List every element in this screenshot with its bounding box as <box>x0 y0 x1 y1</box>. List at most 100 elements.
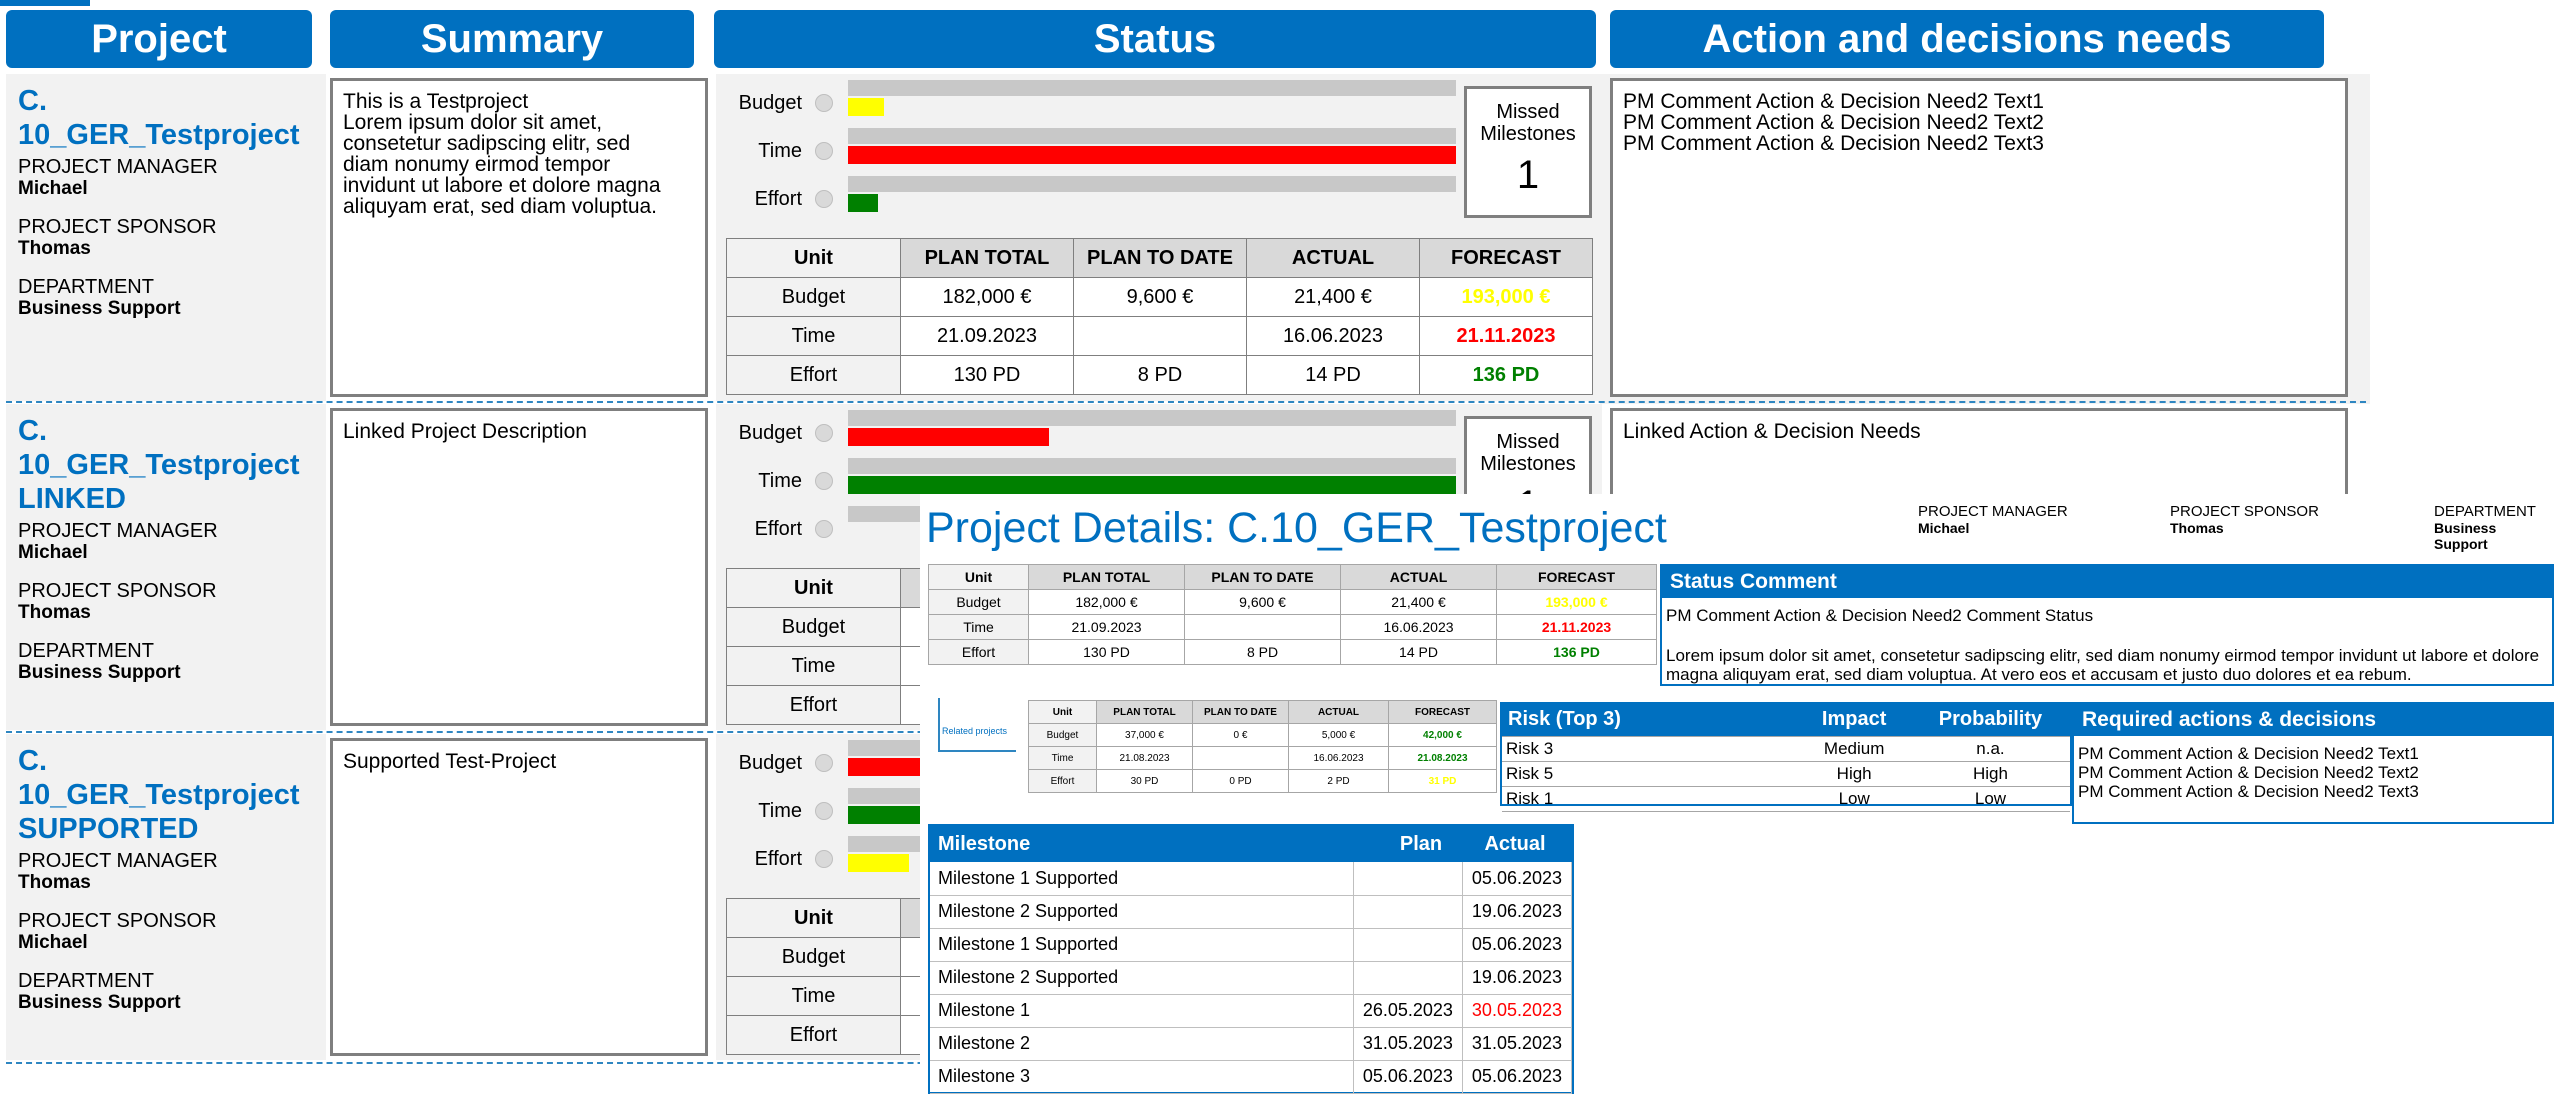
status-table-cell: Effort <box>726 685 901 725</box>
details-table-cell: 136 PD <box>1496 639 1657 665</box>
project-sponsor-label: PROJECT SPONSOR <box>18 910 217 932</box>
summary-text: Linked Project Description <box>343 420 587 443</box>
bar-label-budget: Budget <box>738 752 802 774</box>
project-name[interactable]: C. 10_GER_Testproject SUPPORTED <box>18 745 300 845</box>
col-header: PLAN TOTAL <box>900 238 1074 278</box>
milestone-row: Milestone 1 Supported 05.06.2023 <box>930 928 1573 962</box>
col-header: Unit <box>928 564 1029 590</box>
details-table-cell: 2 PD <box>1288 769 1389 793</box>
bar-label-time: Time <box>758 140 802 162</box>
risk-table: Risk (Top 3) Impact Probability Risk 3 Mediu… <box>1502 704 2070 812</box>
project-sponsor-value: Thomas <box>18 602 91 623</box>
summary-box: This is a Testproject Lorem ipsum dolor … <box>330 78 708 397</box>
required-action-item: PM Comment Action & Decision Need2 Text1 <box>2078 744 2419 763</box>
bar-label-time: Time <box>758 470 802 492</box>
status-comment-panel: Status Comment PM Comment Action & Decis… <box>1660 564 2554 686</box>
milestone-cell <box>1353 961 1463 995</box>
status-table-cell: Time <box>726 646 901 686</box>
details-table-cell <box>1184 614 1341 640</box>
details-sponsor-value: Thomas <box>2170 520 2224 536</box>
details-status-table: Unit PLAN TOTAL PLAN TO DATE ACTUAL FORECAST… <box>928 564 1657 665</box>
risk-panel: Risk (Top 3) Impact Probability Risk 3 Mediu… <box>1500 702 2072 812</box>
status-table-cell: 21,400 € <box>1246 277 1420 317</box>
project-manager-label: PROJECT MANAGER <box>18 156 218 178</box>
missed-milestones-label: Missed Milestones <box>1480 101 1576 145</box>
required-actions-title: Required actions & decisions <box>2074 704 2552 736</box>
col-header: PLAN TO DATE <box>1184 564 1341 590</box>
details-table-cell: Time <box>1028 746 1097 770</box>
row-divider <box>6 401 2366 403</box>
status-table-row: Effort 130 PD 8 PD 14 PD 136 PD <box>726 355 1593 395</box>
status-table-cell: 130 PD <box>900 355 1074 395</box>
details-table-cell <box>1192 746 1289 770</box>
status-comment-line1: PM Comment Action & Decision Need2 Comme… <box>1666 606 2094 625</box>
details-table-row: Time 21.09.2023 16.06.2023 21.11.2023 <box>928 614 1657 640</box>
bar-label-effort: Effort <box>754 848 802 870</box>
risk-cell: n.a. <box>1910 736 2070 762</box>
milestone-cell: 19.06.2023 <box>1462 895 1573 929</box>
header-project: Project <box>6 10 312 68</box>
details-table-cell: 21.11.2023 <box>1496 614 1657 640</box>
status-table-cell: Budget <box>726 277 901 317</box>
details-table-cell: Budget <box>1028 723 1097 747</box>
bar-fill-budget <box>848 428 1049 446</box>
bar-label-effort: Effort <box>754 518 802 540</box>
status-table-cell: 193,000 € <box>1419 277 1593 317</box>
milestone-row: Milestone 1 Supported 05.06.2023 <box>930 862 1573 896</box>
title-bar-peek <box>0 0 90 6</box>
risk-col-header: Probability <box>1910 704 2070 737</box>
summary-box: Linked Project Description <box>330 408 708 726</box>
project-sponsor-label: PROJECT SPONSOR <box>18 216 217 238</box>
bar-track <box>848 80 1456 96</box>
details-table-cell: 21.08.2023 <box>1096 746 1193 770</box>
project-sponsor-value: Michael <box>18 932 88 953</box>
project-manager-label: PROJECT MANAGER <box>18 520 218 542</box>
risk-col-header: Risk (Top 3) <box>1502 704 1798 737</box>
project-name[interactable]: C. 10_GER_Testproject LINKED <box>18 415 300 515</box>
actions-box: PM Comment Action & Decision Need2 Text1… <box>1610 78 2348 397</box>
risk-header-row: Risk (Top 3) Impact Probability <box>1502 704 2070 737</box>
milestone-cell: 31.05.2023 <box>1462 1027 1573 1061</box>
details-table-cell: 193,000 € <box>1496 589 1657 615</box>
milestone-cell: Milestone 1 <box>930 994 1354 1028</box>
details-table-cell: 130 PD <box>1028 639 1185 665</box>
details-table-row: Effort 30 PD 0 PD 2 PD 31 PD <box>1028 769 1497 793</box>
milestone-cell: 05.06.2023 <box>1462 928 1573 962</box>
milestone-cell: 05.06.2023 <box>1353 1060 1463 1094</box>
milestone-cell: 05.06.2023 <box>1462 1060 1573 1094</box>
details-table-cell: 30 PD <box>1096 769 1193 793</box>
col-header: PLAN TO DATE <box>1073 238 1247 278</box>
details-table-cell: Time <box>928 614 1029 640</box>
required-action-item: PM Comment Action & Decision Need2 Text2 <box>2078 763 2419 782</box>
risk-cell: Risk 3 <box>1502 736 1798 762</box>
project-name[interactable]: C. 10_GER_Testproject <box>18 85 300 151</box>
milestone-cell: Milestone 1 Supported <box>930 862 1354 896</box>
related-connector <box>938 750 1016 752</box>
details-table-cell: 9,600 € <box>1184 589 1341 615</box>
status-table-cell: 9,600 € <box>1073 277 1247 317</box>
bar-label-effort: Effort <box>754 188 802 210</box>
bar-fill-time <box>848 476 1456 494</box>
required-actions-panel: Required actions & decisions PM Comment … <box>2072 702 2554 824</box>
status-table-cell: Budget <box>726 937 901 977</box>
summary-text: Supported Test-Project <box>343 750 557 773</box>
details-table-cell: Effort <box>1028 769 1097 793</box>
status-dot-icon <box>815 850 833 868</box>
col-header: PLAN TO DATE <box>1192 700 1289 724</box>
project-details-popup: Project Details: C.10_GER_Testproject PR… <box>920 494 2560 1106</box>
details-table-row: Budget 182,000 €9,600 €21,400 €193,000 € <box>928 589 1657 615</box>
col-header: PLAN TOTAL <box>1028 564 1185 590</box>
status-dot-icon <box>815 520 833 538</box>
milestone-cell: 31.05.2023 <box>1353 1027 1463 1061</box>
risk-cell: High <box>1797 761 1911 787</box>
details-manager-value: Michael <box>1918 520 1970 536</box>
risk-cell: Risk 5 <box>1502 761 1798 787</box>
details-table-cell: 42,000 € <box>1388 723 1497 747</box>
status-table-cell: Effort <box>726 355 901 395</box>
milestone-cell: Milestone 2 <box>930 1027 1354 1061</box>
details-title: Project Details: C.10_GER_Testproject <box>926 504 1667 552</box>
bar-label-time: Time <box>758 800 802 822</box>
bar-track <box>848 176 1456 192</box>
related-projects-label: Related projects <box>942 726 1008 736</box>
